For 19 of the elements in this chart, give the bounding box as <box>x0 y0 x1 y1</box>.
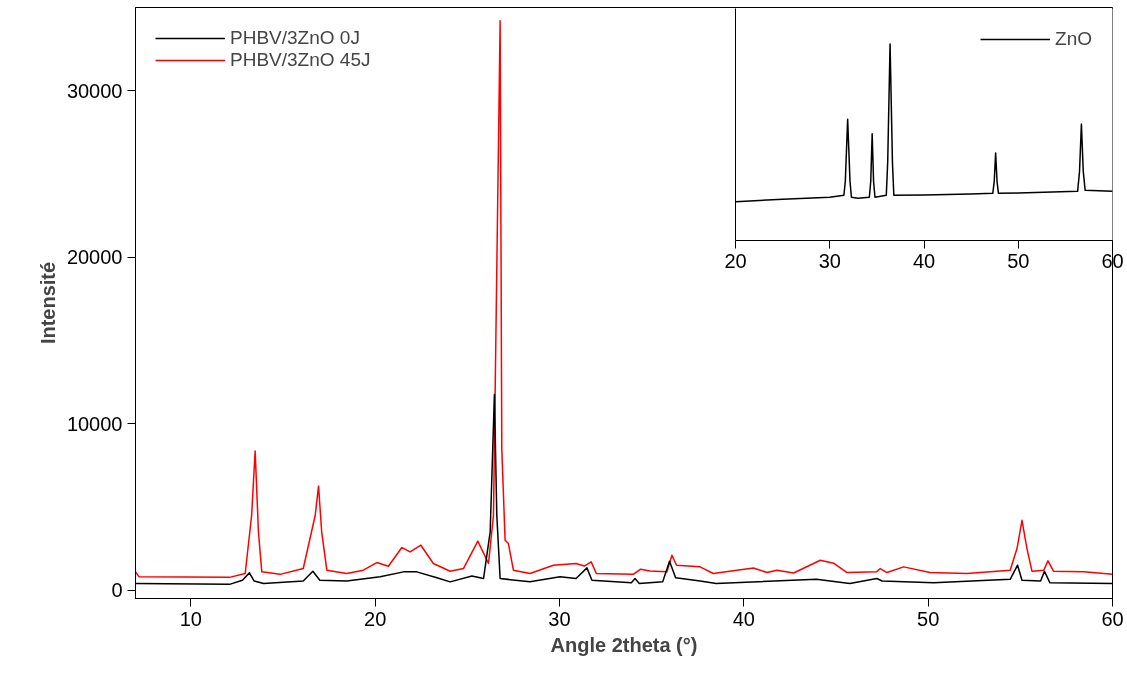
legend-label: ZnO <box>1055 28 1092 50</box>
x-tick-label: 30 <box>548 607 571 630</box>
x-tick-label: 20 <box>364 607 387 630</box>
x-tick-label: 50 <box>1007 249 1030 272</box>
x-tick-label: 50 <box>917 607 940 630</box>
legend-label: PHBV/3ZnO 0J <box>230 27 360 49</box>
x-tick-label: 30 <box>818 249 841 272</box>
y-tick-label: 0 <box>111 579 123 602</box>
y-axis-title: Intensité <box>36 261 59 345</box>
x-axis-title: Angle 2theta (°) <box>550 633 698 656</box>
y-tick-label: 30000 <box>66 79 123 102</box>
y-tick-label: 10000 <box>66 412 123 435</box>
y-tick-label: 20000 <box>66 246 123 269</box>
x-tick-label: 60 <box>1101 607 1124 630</box>
x-tick-label: 40 <box>912 249 936 272</box>
x-tick-label: 10 <box>179 607 202 630</box>
x-tick-label: 20 <box>724 249 747 272</box>
x-tick-label: 40 <box>732 607 755 630</box>
legend-label: PHBV/3ZnO 45J <box>230 49 371 71</box>
